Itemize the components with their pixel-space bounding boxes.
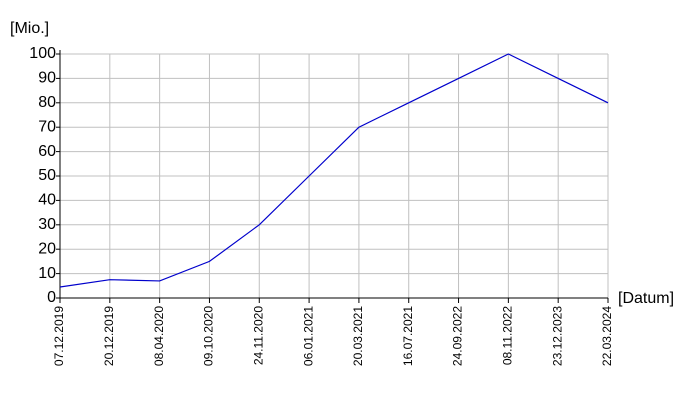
x-tick-label: 20.12.2019	[102, 306, 116, 366]
data-line	[59, 53, 609, 288]
y-tick-label: 80	[38, 94, 56, 111]
x-tick-label: 08.11.2022	[501, 306, 515, 365]
x-tick-label: 22.03.2024	[600, 306, 614, 366]
y-tick-label: 70	[38, 118, 56, 135]
y-tick-label: 0	[47, 289, 56, 306]
y-tick-label: 100	[29, 45, 56, 62]
x-tick-label: 23.12.2023	[550, 306, 564, 366]
y-tick-label: 10	[38, 265, 56, 282]
y-tick-label: 30	[38, 216, 56, 233]
x-tick-label: 20.03.2021	[351, 306, 365, 366]
x-tick-label: 24.11.2020	[251, 306, 265, 365]
y-tick-label: 90	[38, 70, 56, 87]
x-tick-label: 08.04.2020	[152, 306, 166, 366]
y-axis-label: [Mio.]	[10, 20, 49, 37]
x-tick-label: 24.09.2022	[451, 306, 465, 366]
y-tick-label: 60	[38, 143, 56, 160]
x-axis-label: [Datum]	[618, 290, 674, 307]
x-tick-label: 07.12.2019	[52, 306, 66, 366]
y-tick-label: 20	[38, 240, 56, 257]
x-tick-label: 06.01.2021	[301, 306, 315, 366]
x-tick-label: 16.07.2021	[401, 306, 415, 366]
y-tick-label: 40	[38, 192, 56, 209]
y-tick-label: 50	[38, 167, 56, 184]
x-tick-label: 09.10.2020	[202, 306, 216, 366]
